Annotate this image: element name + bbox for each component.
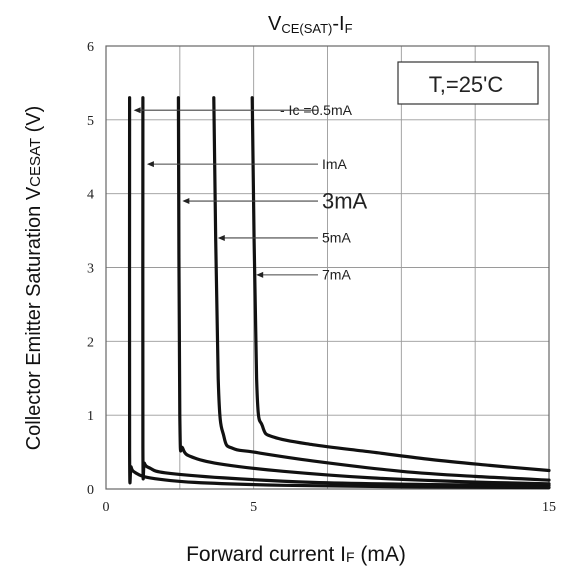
curve-2 xyxy=(141,96,551,487)
y-tick-label: 6 xyxy=(87,40,94,55)
arrow-head xyxy=(182,198,190,205)
y-axis-label: Collector Emitter Saturation VCESAT (V) xyxy=(23,106,45,451)
y-tick-label: 3 xyxy=(87,262,94,277)
curve-label: ImA xyxy=(322,156,348,172)
y-tick-label: 1 xyxy=(87,409,94,424)
curve-label: - Ic =0.5mA xyxy=(280,102,353,118)
y-tick-label: 4 xyxy=(87,188,94,203)
curve-label: 5mA xyxy=(322,230,351,246)
curve-3 xyxy=(176,96,551,486)
arrow-head xyxy=(256,271,264,278)
curve-labels: - Ic =0.5mA ImA 3mA 5mA 7mA xyxy=(133,102,368,283)
tick-labels: 0 5 15 0 1 2 3 4 5 6 xyxy=(87,40,556,515)
temperature-annotation: T,=25'C xyxy=(429,72,504,97)
plot-frame xyxy=(105,45,550,490)
chart-title: VCE(SAT)-IF xyxy=(268,13,353,36)
curve-1 xyxy=(127,96,551,490)
x-axis-label: Forward current IF (mA) xyxy=(186,543,406,566)
curves xyxy=(127,96,551,490)
curve-4 xyxy=(212,96,551,482)
x-tick-label: 5 xyxy=(250,500,257,515)
curve-label: 3mA xyxy=(322,188,368,213)
arrow-head xyxy=(217,234,225,241)
y-tick-label: 0 xyxy=(87,483,94,498)
temperature-box: T,=25'C xyxy=(397,61,539,105)
y-tick-label: 2 xyxy=(87,335,94,350)
arrow-head xyxy=(133,107,141,114)
arrow-head xyxy=(146,161,154,168)
x-tick-label: 15 xyxy=(542,500,556,515)
y-tick-label: 5 xyxy=(87,114,94,129)
curve-5 xyxy=(250,96,551,473)
x-tick-label: 0 xyxy=(103,500,110,515)
curve-label: 7mA xyxy=(322,267,351,283)
